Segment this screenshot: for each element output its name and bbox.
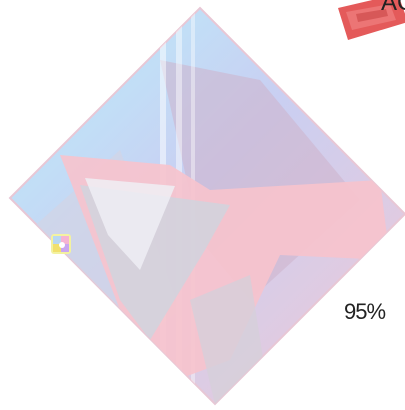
corner-badge-icon — [338, 0, 405, 40]
progress-percentage: 95% — [344, 299, 386, 324]
palette-icon[interactable] — [49, 232, 75, 258]
header-label: AC — [381, 0, 405, 16]
